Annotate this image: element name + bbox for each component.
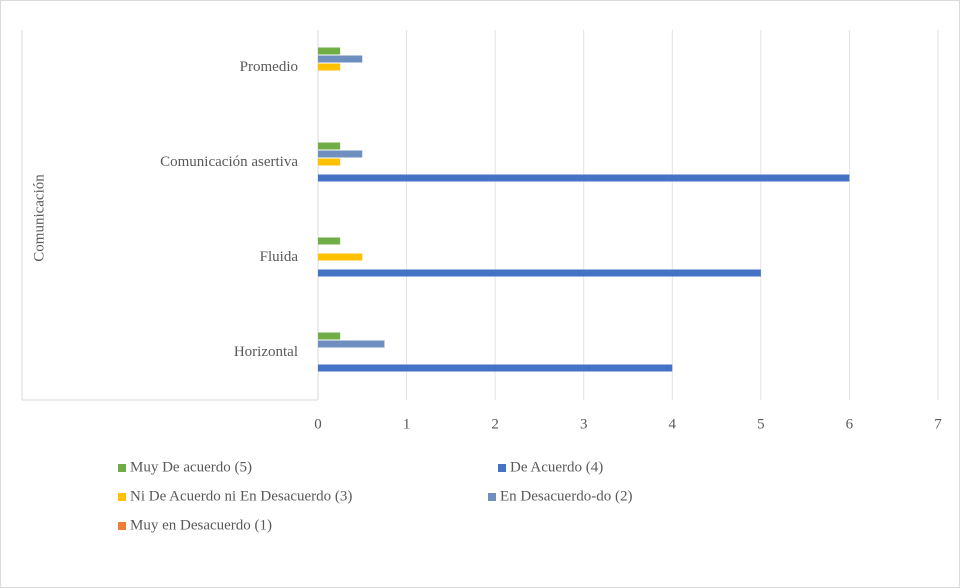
- x-tick-label: 7: [934, 416, 942, 432]
- bar: [318, 340, 385, 348]
- legend-swatch: [498, 464, 506, 472]
- bar: [318, 150, 363, 158]
- bar: [318, 174, 850, 182]
- legend-label: Ni De Acuerdo ni En Desacuerdo (3): [130, 488, 352, 504]
- bar: [318, 142, 341, 150]
- y-tick-label: Horizontal: [234, 344, 298, 360]
- group-label: Comunicación: [31, 174, 47, 262]
- x-tick-label: 4: [669, 416, 677, 432]
- bar: [318, 237, 341, 245]
- bar: [318, 332, 341, 340]
- legend-label: En Desacuerdo-do (2): [500, 488, 632, 504]
- legend-label: Muy De acuerdo (5): [130, 459, 252, 475]
- legend-swatch: [118, 522, 126, 530]
- bar: [318, 63, 341, 71]
- x-tick-label: 3: [580, 416, 588, 432]
- bar: [318, 47, 341, 55]
- bar: [318, 269, 761, 277]
- legend-swatch: [118, 493, 126, 501]
- y-tick-label: Fluida: [260, 249, 299, 265]
- legend-swatch: [118, 464, 126, 472]
- bar: [318, 253, 363, 261]
- legend-swatch: [488, 493, 496, 501]
- bar: [318, 55, 363, 63]
- y-tick-label: Comunicación asertiva: [160, 154, 298, 170]
- bar: [318, 364, 673, 372]
- x-tick-label: 5: [757, 416, 765, 432]
- x-tick-label: 2: [491, 416, 499, 432]
- bar: [318, 158, 341, 166]
- y-tick-label: Promedio: [240, 59, 298, 75]
- x-tick-label: 6: [846, 416, 854, 432]
- legend-label: De Acuerdo (4): [510, 459, 603, 475]
- x-tick-label: 1: [403, 416, 411, 432]
- legend-label: Muy en Desacuerdo (1): [130, 517, 272, 533]
- x-tick-label: 0: [314, 416, 322, 432]
